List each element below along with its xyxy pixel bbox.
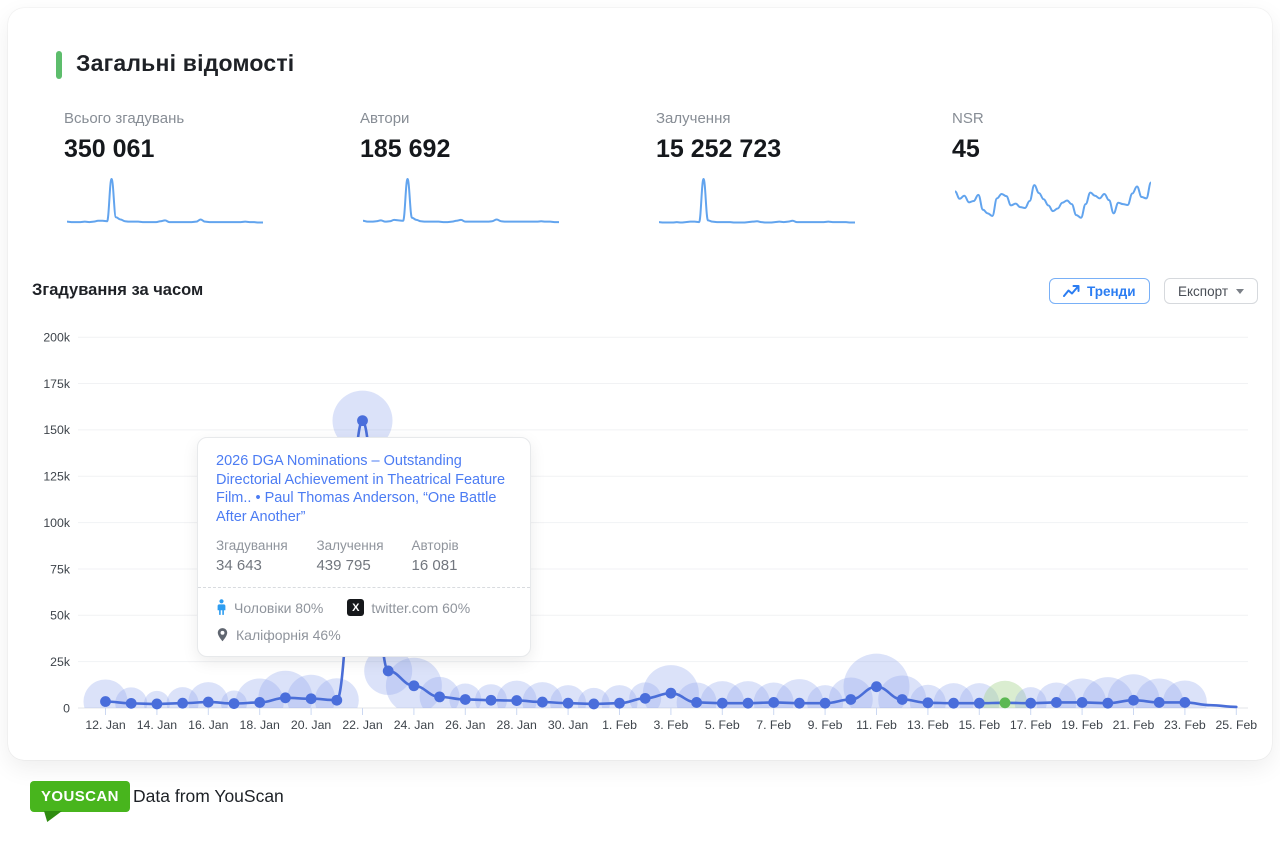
twitter-x-icon: X — [347, 599, 365, 616]
export-button-label: Експорт — [1178, 283, 1229, 299]
tooltip-gender: Чоловіки 80% — [216, 599, 323, 616]
stat-value: 45 — [952, 135, 980, 163]
stat-label: NSR — [952, 110, 984, 127]
svg-text:3. Feb: 3. Feb — [653, 718, 688, 732]
svg-text:20. Jan: 20. Jan — [291, 718, 331, 732]
svg-text:75k: 75k — [50, 562, 71, 576]
stat-label: Автори — [360, 110, 410, 127]
svg-text:11. Feb: 11. Feb — [856, 718, 897, 732]
svg-text:7. Feb: 7. Feb — [756, 718, 791, 732]
title-accent-bar — [56, 51, 62, 79]
page-title: Загальні відомості — [76, 50, 295, 76]
svg-text:19. Feb: 19. Feb — [1061, 718, 1103, 732]
svg-text:25. Feb: 25. Feb — [1215, 718, 1257, 732]
svg-text:150k: 150k — [43, 423, 71, 437]
trends-button-label: Тренди — [1087, 283, 1136, 299]
trends-button[interactable]: Тренди — [1049, 278, 1150, 304]
authors-sparkline — [362, 177, 559, 224]
svg-text:0: 0 — [63, 701, 70, 715]
svg-text:12. Jan: 12. Jan — [85, 718, 125, 732]
svg-text:17. Feb: 17. Feb — [1010, 718, 1052, 732]
svg-text:1. Feb: 1. Feb — [602, 718, 637, 732]
timeline-title: Згадування за часом — [32, 281, 204, 299]
stat-value: 185 692 — [360, 135, 451, 163]
stat-value: 350 061 — [64, 135, 155, 163]
stat-total-mentions: Всього згадувань 350 061 — [64, 110, 354, 228]
svg-text:14. Jan: 14. Jan — [137, 718, 177, 732]
svg-text:125k: 125k — [43, 470, 71, 484]
svg-text:100k: 100k — [43, 516, 71, 530]
svg-text:24. Jan: 24. Jan — [394, 718, 434, 732]
tooltip-stat-mentions: Згадування 34 643 — [216, 538, 288, 574]
mentions-sparkline — [66, 177, 263, 224]
svg-text:15. Feb: 15. Feb — [958, 718, 1000, 732]
male-icon — [217, 599, 226, 615]
svg-text:30. Jan: 30. Jan — [548, 718, 588, 732]
location-pin-icon — [217, 628, 228, 642]
svg-text:9. Feb: 9. Feb — [808, 718, 843, 732]
chart-tooltip: 2026 DGA Nominations – Outstanding Direc… — [197, 437, 531, 657]
stat-label: Всього згадувань — [64, 110, 185, 127]
svg-text:26. Jan: 26. Jan — [445, 718, 485, 732]
svg-text:175k: 175k — [43, 377, 71, 391]
svg-text:16. Jan: 16. Jan — [188, 718, 228, 732]
export-button[interactable]: Експорт — [1164, 278, 1259, 304]
stat-nsr: NSR 45 — [952, 110, 1242, 228]
svg-text:200k: 200k — [43, 331, 71, 345]
tooltip-stat-engagement: Залучення 439 795 — [316, 538, 384, 574]
svg-text:50k: 50k — [50, 609, 71, 623]
youscan-logo: YOUSCAN — [30, 781, 130, 812]
youscan-logo-tail — [44, 811, 62, 822]
stat-authors: Автори 185 692 — [360, 110, 650, 228]
tooltip-source: X twitter.com 60% — [347, 599, 470, 616]
svg-text:22. Jan: 22. Jan — [342, 718, 382, 732]
tooltip-stat-authors: Авторів 16 081 — [411, 538, 459, 574]
svg-text:21. Feb: 21. Feb — [1113, 718, 1155, 732]
stat-engagement: Залучення 15 252 723 — [656, 110, 946, 228]
svg-text:13. Feb: 13. Feb — [907, 718, 949, 732]
engagement-sparkline — [658, 177, 855, 224]
stat-label: Залучення — [656, 110, 731, 127]
svg-text:18. Jan: 18. Jan — [240, 718, 280, 732]
footer-attribution: Data from YouScan — [133, 786, 284, 806]
svg-text:28. Jan: 28. Jan — [497, 718, 537, 732]
tooltip-stats: Згадування 34 643 Залучення 439 795 Авто… — [216, 538, 512, 574]
tooltip-story-link[interactable]: 2026 DGA Nominations – Outstanding Direc… — [216, 453, 506, 525]
chevron-down-icon — [1236, 289, 1245, 294]
trend-up-icon — [1063, 284, 1080, 297]
tooltip-region: Каліфорнія 46% — [216, 627, 341, 643]
svg-text:5. Feb: 5. Feb — [705, 718, 740, 732]
svg-text:25k: 25k — [50, 655, 71, 669]
tooltip-divider — [198, 587, 530, 588]
svg-text:23. Feb: 23. Feb — [1164, 718, 1206, 732]
stat-value: 15 252 723 — [656, 135, 782, 163]
nsr-sparkline — [954, 181, 1152, 219]
